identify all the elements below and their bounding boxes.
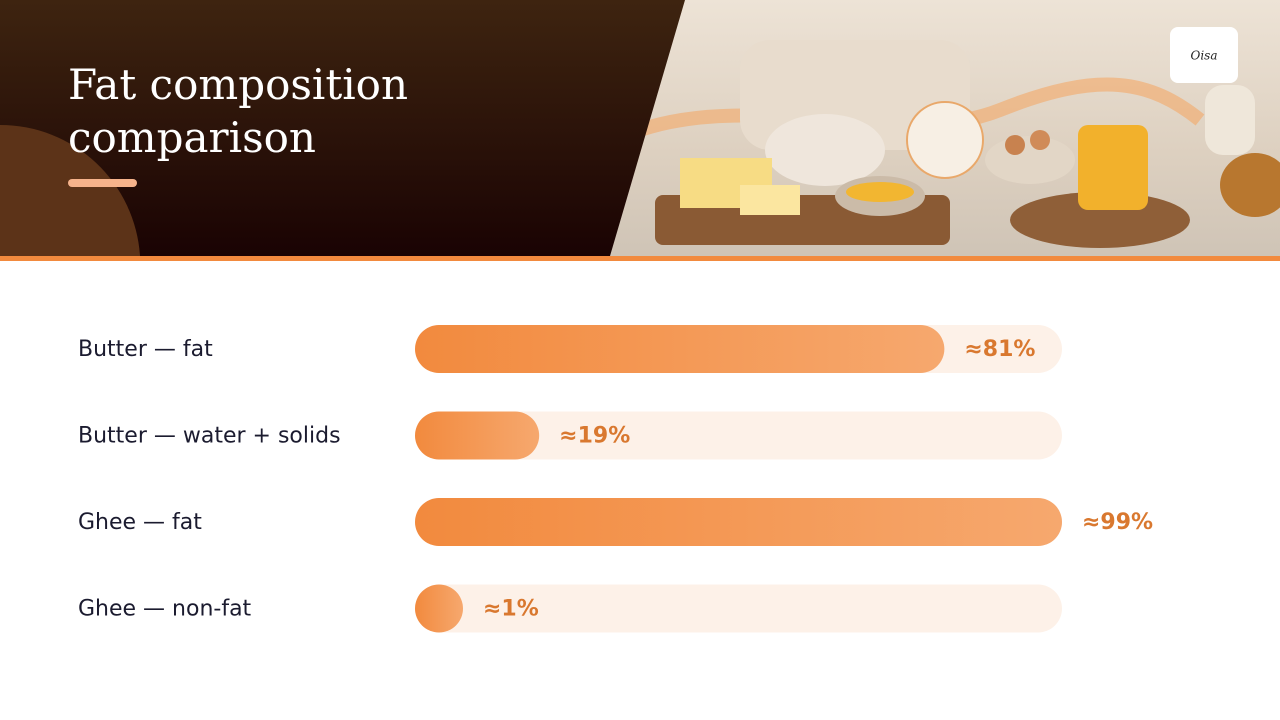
header-panel — [0, 0, 685, 256]
logo: Oisa — [1191, 49, 1218, 63]
category-label: Ghee — non-fat — [78, 597, 252, 622]
bar-track — [415, 411, 1062, 460]
value-label: ≈99% — [1082, 510, 1153, 535]
header-circle — [0, 124, 140, 256]
value-label: ≈81% — [964, 337, 1035, 362]
category-label: Ghee — fat — [78, 510, 202, 535]
bar — [415, 498, 1062, 546]
bar — [415, 584, 463, 633]
title-underline — [68, 179, 137, 187]
bar-track — [415, 584, 1062, 633]
header-photo — [600, 0, 1280, 256]
value-label: ≈1% — [483, 597, 539, 622]
bar — [415, 411, 540, 460]
header-rule — [0, 256, 1280, 261]
category-label: Butter — fat — [78, 337, 213, 362]
category-label: Butter — water + solids — [78, 424, 341, 449]
bar — [415, 325, 945, 373]
logo-box — [1170, 27, 1238, 83]
slide-title: Fat composition comparison — [68, 60, 408, 162]
value-label: ≈19% — [559, 424, 630, 449]
